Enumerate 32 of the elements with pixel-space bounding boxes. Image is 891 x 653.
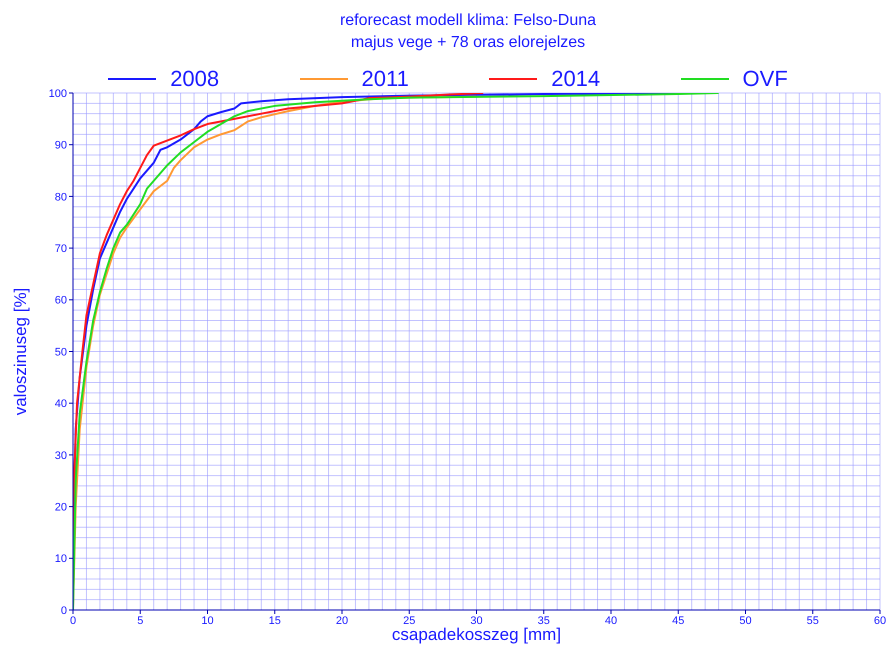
chart-title: reforecast modell klima: Felso-Duna [338,11,598,31]
x-tick-label: 30 [470,614,483,627]
x-tick-label: 20 [336,614,348,627]
y-tick-label: 100 [48,88,67,100]
x-tick-label: 55 [806,614,819,627]
x-tick-label: 5 [137,614,144,627]
x-tick-label: 40 [604,614,618,627]
x-tick-label: 45 [672,614,684,627]
x-tick-label: 15 [268,614,281,627]
y-tick-label: 40 [54,398,67,410]
x-tick-label: 25 [403,614,416,627]
x-tick-label: 35 [538,614,550,627]
x-tick-label: 0 [70,614,76,627]
legend-label: 2008 [170,66,220,92]
x-tick-label: 50 [739,614,752,627]
y-axis-title: valoszinuseg [%] [11,288,30,416]
x-tick-label: 10 [201,614,214,627]
y-tick-label: 90 [54,140,67,152]
y-tick-label: 80 [54,191,67,204]
y-tick-label: 60 [54,294,67,307]
chart-subtitle: majus vege + 78 oras elorejelzes [350,33,586,53]
legend-label: OVF [742,66,788,92]
legend-label: 2011 [362,66,409,92]
y-tick-label: 30 [54,450,67,462]
x-axis-title: csapadekosszeg [mm] [392,625,562,644]
y-tick-label: 0 [60,604,67,617]
y-tick-label: 10 [54,553,67,566]
y-tick-label: 20 [54,502,67,514]
legend-label: 2014 [551,66,600,92]
y-tick-label: 50 [54,346,67,358]
x-tick-label: 60 [874,614,886,627]
y-tick-label: 70 [54,243,67,256]
